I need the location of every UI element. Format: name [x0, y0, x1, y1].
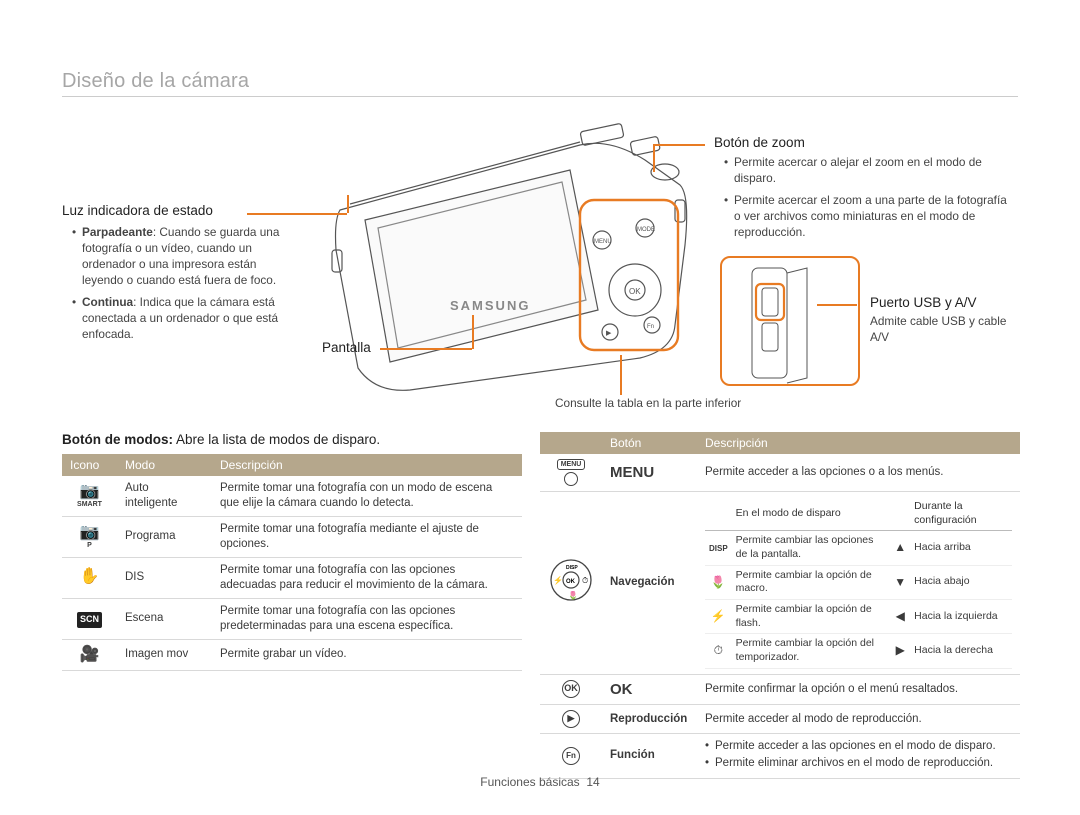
table-row: 📷SMARTAuto inteligentePermite tomar una … — [62, 476, 522, 516]
status-led-bullets: Parpadeante: Cuando se guarda una fotogr… — [62, 225, 287, 348]
svg-text:Fn: Fn — [647, 324, 654, 330]
button-label: Función — [602, 734, 697, 779]
zoom-bullets: Permite acercar o alejar el zoom en el m… — [714, 155, 1014, 247]
status-led-lead-1: Continua — [82, 295, 133, 309]
button-label: OK — [602, 674, 697, 705]
page-footer: Funciones básicas 14 — [0, 775, 1080, 789]
button-icon: ▶ — [540, 705, 602, 734]
svg-text:⏱: ⏱ — [582, 576, 588, 585]
svg-text:🌷: 🌷 — [568, 590, 578, 600]
button-icon: Fn — [540, 734, 602, 779]
zoom-item-1: Permite acercar el zoom a una parte de l… — [724, 193, 1014, 241]
button-icon: OK — [540, 674, 602, 705]
mode-name: Auto inteligente — [117, 476, 212, 516]
modes-lead-rest: Abre la lista de modos de disparo. — [173, 432, 380, 447]
table-row: OKOKPermite confirmar la opción o el men… — [540, 674, 1020, 705]
table-row: DISP 🌷 ⚡ ⏱ OK NavegaciónEn el modo de disparo… — [540, 492, 1020, 674]
mode-name: Imagen mov — [117, 639, 212, 671]
camera-line-drawing: OK MENU MODE ▶ Fn SAMSUNG — [280, 100, 700, 400]
button-desc: Permite confirmar la opción o el menú re… — [697, 674, 1020, 705]
buttons-th-0: Botón — [602, 432, 697, 454]
status-led-lead-0: Parpadeante — [82, 225, 153, 239]
status-led-title: Luz indicadora de estado — [62, 203, 213, 218]
mode-name: Escena — [117, 598, 212, 639]
mode-desc: Permite tomar una fotografía mediante el… — [212, 516, 522, 557]
table-row: FnFunciónPermite acceder a las opciones … — [540, 734, 1020, 779]
modes-th-2: Descripción — [212, 454, 522, 476]
buttons-th-1: Descripción — [697, 432, 1020, 454]
mode-icon: ✋ — [62, 557, 117, 598]
table-row: 🎥Imagen movPermite grabar un vídeo. — [62, 639, 522, 671]
table-row: ▶ReproducciónPermite acceder al modo de … — [540, 705, 1020, 734]
modes-table: Icono Modo Descripción 📷SMARTAuto inteli… — [62, 454, 522, 671]
modes-lead-bold: Botón de modos: — [62, 432, 173, 447]
table-row: ✋DISPermite tomar una fotografía con las… — [62, 557, 522, 598]
button-label: Reproducción — [602, 705, 697, 734]
button-desc: Permite acceder a las opciones en el mod… — [697, 734, 1020, 779]
table-row: MENUMENUPermite acceder a las opciones o… — [540, 454, 1020, 492]
svg-text:MODE: MODE — [637, 227, 655, 233]
mode-desc: Permite tomar una fotografía con las opc… — [212, 557, 522, 598]
svg-text:⚡: ⚡ — [553, 575, 563, 585]
footer-page: 14 — [586, 775, 599, 789]
mode-name: Programa — [117, 516, 212, 557]
button-desc: Permite acceder al modo de reproducción. — [697, 705, 1020, 734]
svg-text:OK: OK — [566, 579, 576, 585]
modes-lead: Botón de modos: Abre la lista de modos d… — [62, 432, 380, 447]
mode-desc: Permite tomar una fotografía con las opc… — [212, 598, 522, 639]
table-row: 📷PProgramaPermite tomar una fotografía m… — [62, 516, 522, 557]
svg-text:OK: OK — [629, 287, 641, 296]
button-label: MENU — [602, 454, 697, 492]
title-rule — [62, 96, 1018, 97]
button-icon: MENU — [540, 454, 602, 492]
mode-icon: 📷SMART — [62, 476, 117, 516]
mode-name: DIS — [117, 557, 212, 598]
svg-text:SAMSUNG: SAMSUNG — [450, 298, 530, 313]
button-label: Navegación — [602, 492, 697, 674]
mode-desc: Permite grabar un vídeo. — [212, 639, 522, 671]
button-desc: Permite acceder a las opciones o a los m… — [697, 454, 1020, 492]
svg-text:MENU: MENU — [594, 239, 612, 245]
svg-text:DISP: DISP — [566, 565, 578, 571]
table-row: SCNEscenaPermite tomar una fotografía co… — [62, 598, 522, 639]
side-panel-illustration — [720, 256, 860, 386]
modes-th-1: Modo — [117, 454, 212, 476]
mode-icon: 📷P — [62, 516, 117, 557]
mode-desc: Permite tomar una fotografía con un modo… — [212, 476, 522, 516]
usb-title: Puerto USB y A/V — [870, 295, 977, 310]
pantalla-label: Pantalla — [322, 340, 371, 355]
mode-icon: SCN — [62, 598, 117, 639]
mode-icon: 🎥 — [62, 639, 117, 671]
footer-label: Funciones básicas — [480, 775, 579, 789]
modes-th-0: Icono — [62, 454, 117, 476]
zoom-title: Botón de zoom — [714, 135, 805, 150]
button-desc: En el modo de disparoDurante la configur… — [697, 492, 1020, 674]
buttons-table: Botón Descripción MENUMENUPermite accede… — [540, 432, 1020, 779]
svg-text:▶: ▶ — [606, 330, 612, 337]
consulte-note: Consulte la tabla en la parte inferior — [555, 396, 741, 412]
button-icon: DISP 🌷 ⚡ ⏱ OK — [540, 492, 602, 674]
zoom-item-0: Permite acercar o alejar el zoom en el m… — [724, 155, 1014, 187]
usb-text: Admite cable USB y cable A/V — [870, 314, 1010, 346]
page-title: Diseño de la cámara — [62, 70, 249, 93]
